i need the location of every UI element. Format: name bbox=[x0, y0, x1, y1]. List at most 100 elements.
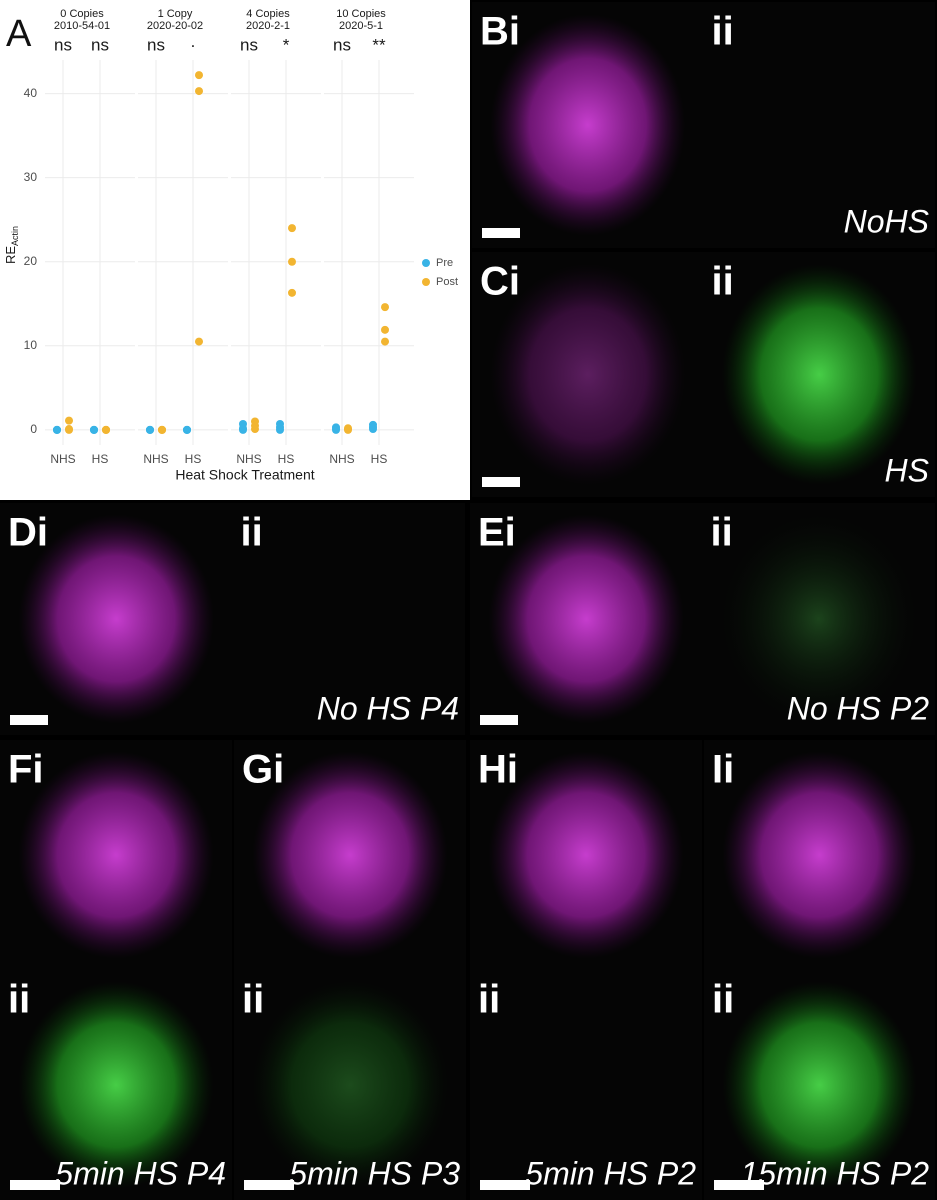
significance-label: ns bbox=[240, 35, 258, 54]
y-tick-label: 0 bbox=[30, 422, 37, 436]
x-tick-label: NHS bbox=[50, 452, 75, 466]
data-point bbox=[183, 425, 191, 434]
scale-bar bbox=[482, 477, 520, 487]
facet-title: 4 Copies bbox=[246, 8, 290, 20]
data-point bbox=[381, 303, 389, 312]
image-signal bbox=[722, 751, 917, 959]
panel-caption: 15min HS P2 bbox=[740, 1155, 929, 1191]
panel-label: Bi bbox=[480, 10, 520, 54]
significance-label: ** bbox=[372, 35, 386, 54]
image-signal bbox=[18, 514, 214, 724]
facet-title: 1 Copy bbox=[158, 8, 193, 20]
data-point bbox=[195, 87, 203, 96]
image-signal bbox=[252, 751, 448, 959]
data-point bbox=[65, 425, 73, 434]
data-point bbox=[65, 416, 73, 425]
panel-sub-label: ii bbox=[712, 260, 734, 304]
data-point bbox=[195, 71, 203, 80]
y-tick-label: 30 bbox=[24, 170, 38, 184]
facet-title: 0 Copies bbox=[60, 8, 104, 20]
x-tick-label: HS bbox=[371, 452, 388, 466]
y-tick-label: 10 bbox=[24, 338, 38, 352]
x-tick-label: HS bbox=[92, 452, 109, 466]
panel-label: Fi bbox=[8, 748, 44, 792]
facet-title: 10 Copies bbox=[336, 8, 386, 20]
panel-sub-label: ii bbox=[712, 10, 734, 54]
significance-label: ns bbox=[333, 35, 351, 54]
scale-bar bbox=[714, 1180, 764, 1190]
image-signal bbox=[18, 751, 214, 959]
data-point bbox=[90, 425, 98, 434]
facet-subtitle: 2020-20-02 bbox=[147, 20, 203, 32]
scale-bar bbox=[480, 1180, 530, 1190]
significance-label: ns bbox=[54, 35, 72, 54]
panel-label: Ci bbox=[480, 260, 520, 304]
panel-sub-label: ii bbox=[242, 978, 264, 1022]
chart-background bbox=[0, 0, 470, 500]
data-point bbox=[102, 425, 110, 434]
x-tick-label: HS bbox=[278, 452, 295, 466]
data-point bbox=[381, 337, 389, 346]
panel-label: Hi bbox=[478, 748, 518, 792]
y-axis-label: REActin bbox=[3, 226, 20, 264]
panel-caption: NoHS bbox=[844, 203, 929, 239]
panel-caption: HS bbox=[885, 452, 929, 488]
data-point bbox=[158, 425, 166, 434]
image-signal bbox=[721, 514, 917, 724]
facet-subtitle: 2020-2-1 bbox=[246, 20, 290, 32]
data-point bbox=[53, 425, 61, 434]
x-tick-label: NHS bbox=[143, 452, 168, 466]
panel-sub-label: ii bbox=[8, 978, 30, 1022]
y-tick-label: 20 bbox=[24, 254, 38, 268]
significance-label: ns bbox=[91, 35, 109, 54]
y-tick-label: 40 bbox=[24, 86, 38, 100]
image-signal bbox=[490, 264, 685, 485]
facet-subtitle: 2020-5-1 bbox=[339, 20, 383, 32]
image-signal bbox=[488, 751, 684, 959]
scale-bar bbox=[482, 228, 520, 238]
significance-label: * bbox=[283, 35, 290, 54]
data-point bbox=[276, 425, 284, 434]
x-tick-label: HS bbox=[185, 452, 202, 466]
scale-bar bbox=[244, 1180, 294, 1190]
panel-caption: No HS P2 bbox=[787, 690, 929, 726]
panel-sub-label: ii bbox=[711, 511, 733, 555]
image-half bbox=[470, 970, 702, 1200]
data-point bbox=[195, 337, 203, 346]
panel-label: Gi bbox=[242, 748, 284, 792]
image-half bbox=[232, 503, 465, 735]
scale-bar bbox=[10, 715, 48, 725]
panel-caption: 5min HS P2 bbox=[525, 1155, 696, 1191]
panel-caption: 5min HS P3 bbox=[289, 1155, 460, 1191]
image-signal bbox=[18, 981, 214, 1189]
x-tick-label: NHS bbox=[236, 452, 261, 466]
image-half bbox=[703, 2, 935, 248]
panel-label: Ei bbox=[478, 511, 516, 555]
legend-label: Pre bbox=[436, 257, 453, 269]
panel-label: Di bbox=[8, 511, 48, 555]
legend-marker bbox=[422, 259, 430, 267]
image-signal bbox=[488, 514, 684, 724]
x-tick-label: NHS bbox=[329, 452, 354, 466]
legend-marker bbox=[422, 278, 430, 286]
image-signal bbox=[722, 981, 917, 1189]
panel-caption: 5min HS P4 bbox=[55, 1155, 226, 1191]
panel-label: Ii bbox=[712, 748, 734, 792]
significance-label: ns bbox=[147, 35, 165, 54]
image-signal bbox=[722, 264, 917, 485]
facet-subtitle: 2010-54-01 bbox=[54, 20, 110, 32]
data-point bbox=[381, 325, 389, 334]
y-axis-label-sub: Actin bbox=[10, 226, 20, 246]
image-signal bbox=[252, 981, 448, 1189]
data-point bbox=[239, 425, 247, 434]
scale-bar bbox=[480, 715, 518, 725]
panel-label: A bbox=[6, 13, 32, 55]
panel-sub-label: ii bbox=[712, 978, 734, 1022]
data-point bbox=[288, 288, 296, 297]
panel-sub-label: ii bbox=[241, 511, 263, 555]
data-point bbox=[344, 425, 352, 434]
data-point bbox=[369, 425, 377, 434]
data-point bbox=[288, 257, 296, 266]
data-point bbox=[146, 425, 154, 434]
y-axis-label-main: RE bbox=[3, 246, 18, 264]
